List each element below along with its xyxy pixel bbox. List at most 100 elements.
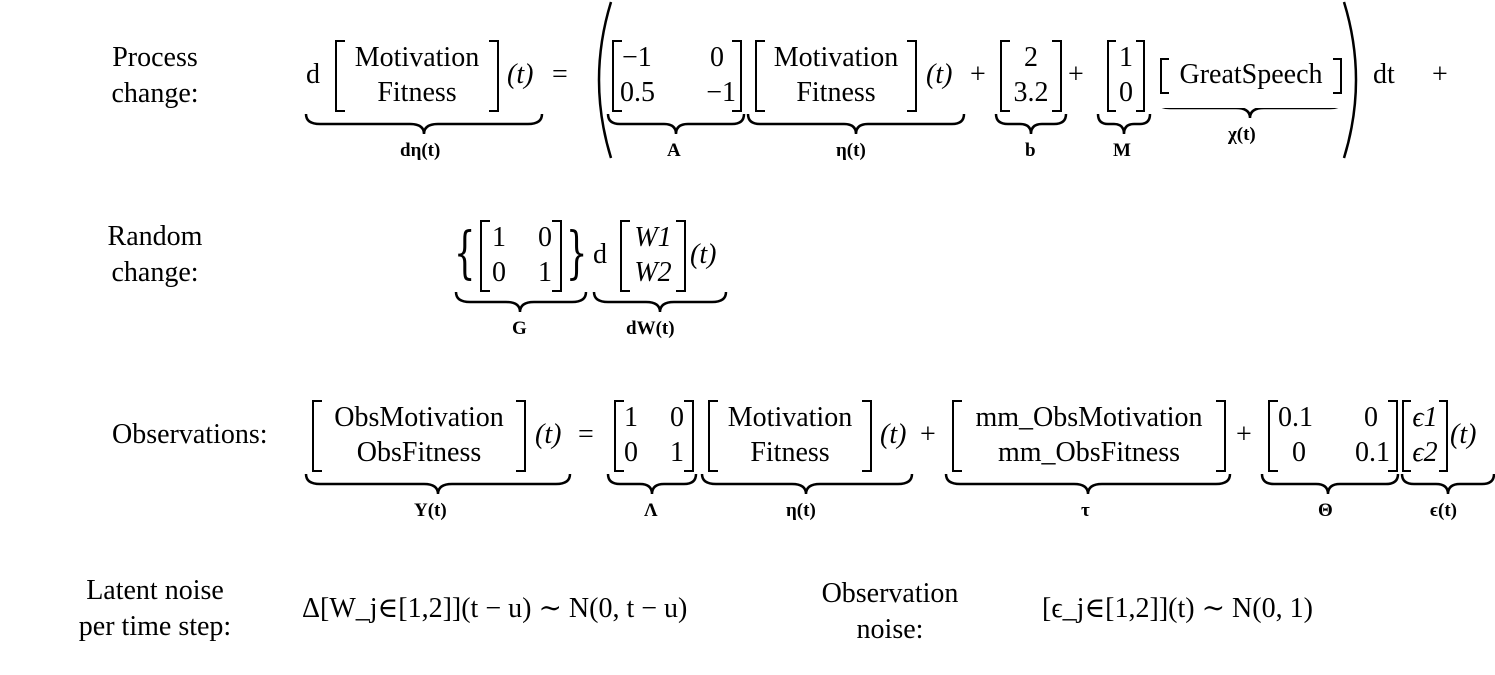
under-eta-obs: η(t) — [786, 500, 816, 521]
obs-eta-matrix: Motivation Fitness — [708, 400, 872, 472]
left-curly-brace: { — [454, 221, 476, 286]
process-equals: = — [552, 59, 568, 90]
under-G: G — [512, 318, 527, 339]
process-underbraces — [304, 108, 1339, 135]
process-dt: dt — [1373, 58, 1395, 92]
under-deta: dη(t) — [400, 140, 441, 161]
matrix-cell: 0.1 — [1278, 402, 1313, 433]
matrix-cell: Fitness — [377, 77, 457, 108]
under-M: M — [1113, 140, 1131, 161]
under-A: A — [667, 140, 681, 161]
obs-Theta-matrix: 0.1 0 0 0.1 — [1268, 400, 1398, 472]
under-eta: η(t) — [836, 140, 866, 161]
under-Y: Y(t) — [414, 500, 447, 521]
dt-text: dt — [1373, 59, 1395, 90]
process-plus2: + — [1068, 59, 1084, 90]
matrix-cell: 0 — [492, 257, 506, 288]
process-A-matrix: −1 0 0.5 −1 — [612, 40, 742, 112]
process-change-label: Process change: — [90, 40, 220, 112]
matrix-cell: mm_ObsMotivation — [975, 402, 1203, 433]
matrix-cell: 0.1 — [1355, 437, 1390, 468]
under-dW: dW(t) — [626, 318, 675, 339]
matrix-cell: Motivation — [354, 42, 480, 73]
obs-plus1: + — [920, 419, 936, 450]
latent-noise-label: Latent noise per time step: — [55, 573, 255, 645]
under-b: b — [1025, 140, 1036, 161]
random-change-label: Random change: — [85, 219, 225, 291]
obs-eps-vector: ϵ1 ϵ2 — [1402, 400, 1448, 472]
process-chi-vector: GreatSpeech — [1160, 58, 1342, 94]
observation-noise-formula: [ϵ_j∈[1,2]](t) ∼ N(0, 1) — [1042, 593, 1313, 624]
obs-underbraces — [304, 473, 1495, 495]
random-underbraces — [454, 291, 728, 313]
process-t: (t) — [507, 59, 534, 90]
matrix-cell: 1 — [492, 222, 506, 253]
process-t2: (t) — [926, 59, 953, 90]
under-tau: τ — [1081, 500, 1090, 521]
matrix-cell: Motivation — [773, 42, 899, 73]
process-d: d — [306, 59, 320, 90]
label-line: per time step: — [78, 611, 232, 642]
matrix-cell: 0 — [1292, 437, 1306, 468]
under-eps: ϵ(t) — [1430, 500, 1457, 521]
process-eta2-matrix: Motivation Fitness — [755, 40, 917, 112]
matrix-cell: ObsMotivation — [334, 402, 504, 433]
random-G-matrix: 1 0 0 1 — [480, 220, 562, 292]
obs-t1: (t) — [535, 419, 562, 450]
matrix-cell: 3.2 — [1013, 77, 1049, 108]
under-chi: χ(t) — [1228, 124, 1256, 145]
obs-plus2: + — [1236, 419, 1252, 450]
matrix-cell: Fitness — [750, 437, 830, 468]
obs-equals: = — [578, 419, 594, 450]
obs-t3: (t) — [1450, 419, 1477, 450]
random-W-vector: W1 W2 — [620, 220, 686, 292]
matrix-cell: ϵ2 — [1412, 437, 1438, 468]
matrix-cell: 0 — [538, 222, 552, 253]
process-M-vector: 1 0 — [1107, 40, 1145, 112]
label-line: Observation — [821, 578, 959, 609]
matrix-cell: −1 — [622, 42, 652, 73]
obs-tau-vector: mm_ObsMotivation mm_ObsFitness — [952, 400, 1226, 472]
under-Theta: Θ — [1318, 500, 1333, 521]
observation-noise-label: Observation noise: — [800, 576, 980, 648]
under-Lambda: Λ — [644, 500, 658, 521]
matrix-cell: Motivation — [727, 402, 853, 433]
label-line: change: — [111, 257, 199, 288]
latent-noise-formula: Δ[W_j∈[1,2]](t − u) ∼ N(0, t − u) — [302, 593, 688, 624]
label-line: Random — [107, 221, 203, 252]
random-d: d — [593, 239, 607, 270]
matrix-cell: W1 — [634, 222, 672, 253]
matrix-cell: W2 — [634, 257, 672, 288]
matrix-cell: ObsFitness — [356, 437, 482, 468]
right-curly-brace: } — [566, 221, 588, 286]
obs-Y-matrix: ObsMotivation ObsFitness — [312, 400, 526, 472]
matrix-cell: 0 — [1119, 77, 1133, 108]
matrix-cell: 1 — [670, 437, 684, 468]
process-eta-matrix: Motivation Fitness — [335, 40, 499, 112]
obs-t2: (t) — [880, 419, 907, 450]
matrix-cell: ϵ1 — [1412, 402, 1438, 433]
label-line: Process — [112, 42, 198, 73]
process-plus3: + — [1432, 59, 1448, 90]
random-t: (t) — [690, 239, 717, 270]
matrix-cell: 0 — [670, 402, 684, 433]
obs-Lambda-matrix: 1 0 0 1 — [614, 400, 694, 472]
right-big-paren — [1342, 1, 1358, 159]
label-line: Latent noise — [86, 575, 224, 606]
matrix-cell: 2 — [1024, 42, 1038, 73]
matrix-cell: 0 — [624, 437, 638, 468]
process-b-vector: 2 3.2 — [1000, 40, 1062, 112]
matrix-cell: 1 — [1119, 42, 1133, 73]
left-big-paren — [597, 1, 613, 159]
matrix-cell: 1 — [624, 402, 638, 433]
matrix-cell: 0 — [710, 42, 724, 73]
matrix-cell: Fitness — [796, 77, 876, 108]
matrix-cell: GreatSpeech — [1179, 59, 1323, 90]
matrix-cell: 1 — [538, 257, 552, 288]
label-line: noise: — [856, 614, 924, 645]
matrix-cell: 0.5 — [620, 77, 655, 108]
matrix-cell: −1 — [706, 77, 736, 108]
label-line: change: — [111, 78, 199, 109]
matrix-cell: mm_ObsFitness — [997, 437, 1181, 468]
observations-label: Observations: — [112, 419, 268, 450]
